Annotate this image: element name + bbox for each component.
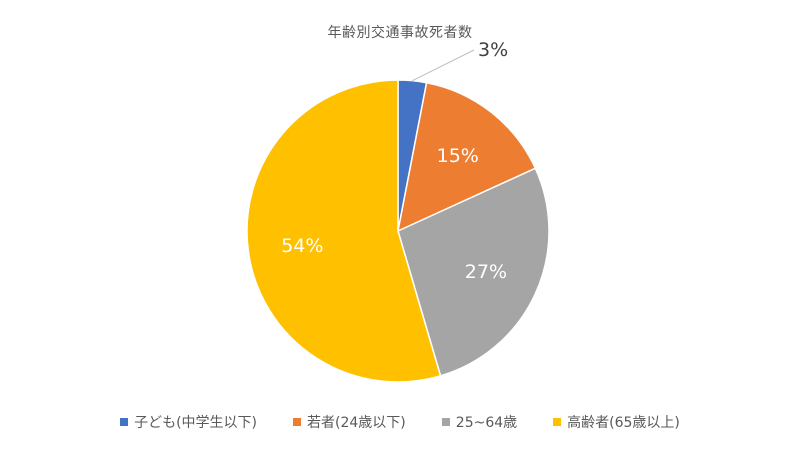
chart-title: 年齢別交通事故死者数	[327, 25, 473, 41]
legend-swatch-adults	[441, 418, 450, 426]
chart-legend: 子ども(中学生以下) 若者(24歳以下) 25~64歳 高齢者(65歳以上)	[0, 412, 800, 432]
pie-slice-adults	[397, 167, 550, 377]
legend-swatch-children	[120, 418, 129, 426]
data-label-children: 3%	[478, 39, 508, 61]
data-label-elderly: 54%	[281, 235, 323, 257]
legend-item-elderly: 高齢者(65歳以上)	[553, 412, 680, 432]
legend-item-youth: 若者(24歳以下)	[293, 412, 406, 432]
legend-swatch-elderly	[553, 418, 562, 426]
leader-line-children	[412, 49, 475, 82]
data-label-adults: 27%	[465, 261, 507, 283]
pie-slice-elderly	[246, 79, 442, 383]
data-label-youth: 15%	[437, 145, 479, 167]
pie-slice-youth	[396, 81, 537, 233]
legend-item-children: 子ども(中学生以下)	[120, 412, 257, 432]
legend-item-adults: 25~64歳	[441, 412, 518, 432]
legend-swatch-youth	[293, 418, 302, 426]
legend-label-adults: 25~64歳	[455, 415, 518, 431]
legend-label-youth: 若者(24歳以下)	[307, 415, 406, 431]
legend-label-elderly: 高齢者(65歳以上)	[567, 415, 680, 431]
legend-label-children: 子ども(中学生以下)	[134, 415, 258, 431]
